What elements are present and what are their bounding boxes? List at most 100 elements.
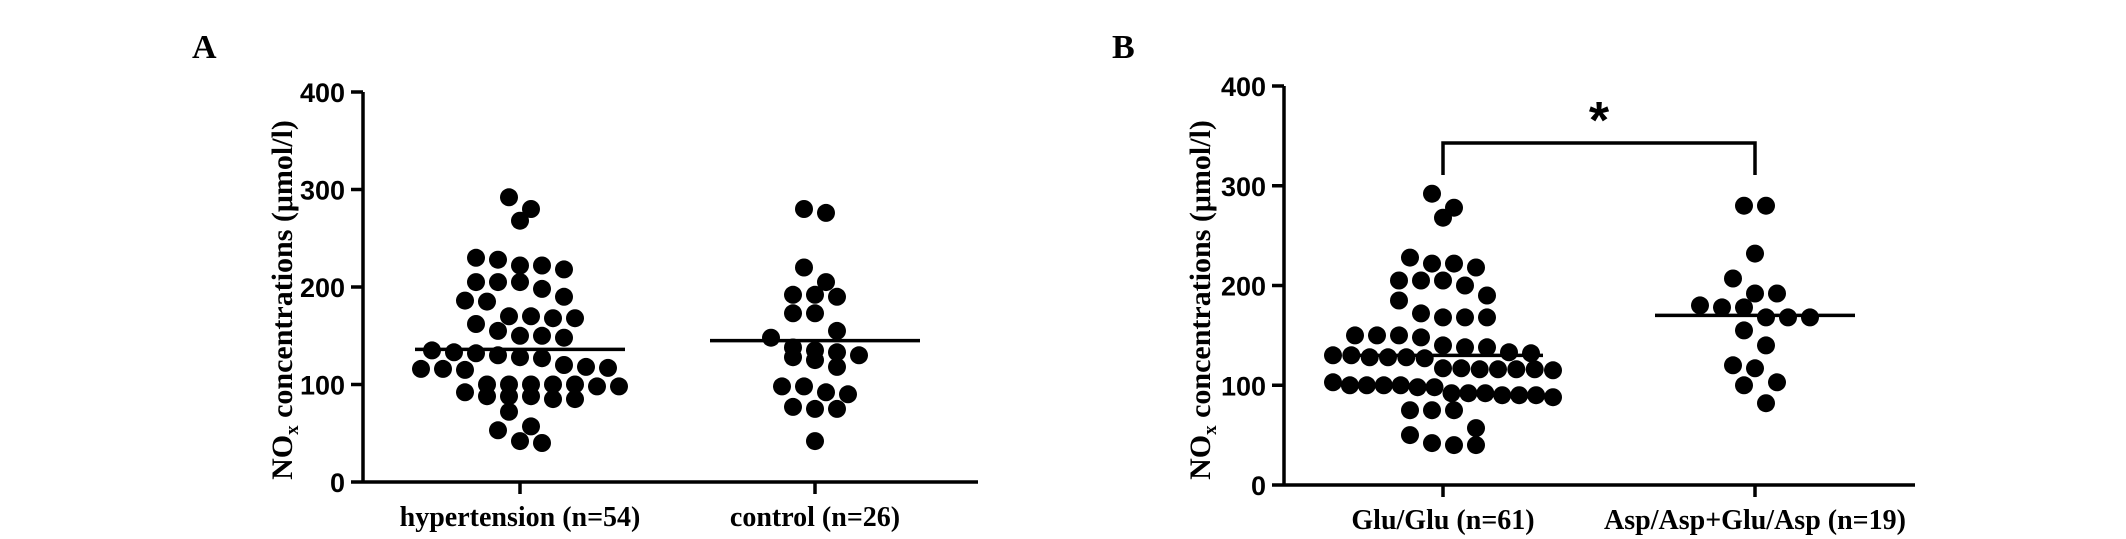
data-point-b-1 (1390, 326, 1408, 345)
data-point-b-1 (1445, 436, 1463, 455)
data-point-a-1 (467, 315, 485, 333)
data-point-b-2 (1757, 196, 1775, 215)
data-point-a-1 (544, 390, 562, 409)
data-point-b-1 (1507, 360, 1526, 379)
data-point-a-2 (817, 273, 835, 292)
data-point-b-1 (1470, 360, 1489, 379)
data-point-a-1 (522, 307, 540, 326)
data-point-a-1 (445, 343, 463, 362)
data-point-b-1 (1478, 286, 1496, 305)
data-point-b-1 (1401, 248, 1419, 267)
y-tick-labels-a: 0 100 200 300 400 (300, 78, 345, 498)
data-point-a-1 (489, 250, 507, 269)
y-axis-label-b: NOx concentrations (μmol/l) (1184, 120, 1221, 480)
category-label-b: Asp/Asp+Glu/Asp (n=19) (1604, 505, 1906, 536)
data-point-a-2 (806, 285, 824, 304)
y-tick-label-b: 200 (1221, 272, 1266, 302)
y-tick-label-b: 0 (1251, 471, 1266, 501)
data-point-a-1 (456, 360, 474, 379)
data-point-a-1 (566, 309, 584, 328)
data-point-b-1 (1445, 401, 1463, 420)
data-point-b-1 (1415, 349, 1434, 368)
data-point-b-1 (1423, 434, 1441, 453)
data-point-b-1 (1442, 384, 1461, 403)
data-point-b-1 (1522, 344, 1540, 363)
data-point-b-1 (1324, 373, 1342, 392)
data-point-a-1 (599, 358, 617, 377)
data-point-b-1 (1408, 378, 1427, 397)
data-point-b-1 (1527, 386, 1546, 405)
data-point-b-1 (1434, 308, 1452, 327)
significance-bracket: * (1441, 92, 1757, 175)
data-point-b-2 (1735, 298, 1753, 317)
data-point-b-1 (1489, 360, 1507, 379)
data-point-b-2 (1768, 284, 1786, 303)
data-point-b-2 (1746, 359, 1764, 378)
data-point-a-2 (806, 399, 824, 418)
significance-bracket-line (1441, 141, 1757, 175)
data-point-b-2 (1746, 284, 1764, 303)
significance-asterisk: * (1589, 92, 1610, 150)
y-tick-label-a: 200 (300, 273, 345, 303)
data-point-a-1 (500, 402, 518, 421)
data-point-a-1 (533, 279, 551, 298)
data-point-b-1 (1379, 348, 1397, 367)
data-point-b-1 (1374, 376, 1393, 395)
data-point-a-1 (511, 256, 529, 275)
data-point-a-2 (828, 287, 846, 306)
data-point-a-1 (566, 390, 584, 409)
data-point-b-1 (1346, 326, 1364, 345)
y-tick-label-a: 0 (330, 468, 345, 498)
data-point-b-2 (1735, 321, 1753, 340)
data-point-b-2 (1691, 296, 1709, 315)
data-point-a-1 (522, 200, 540, 218)
data-point-a-2 (828, 399, 846, 418)
data-points-a (412, 188, 868, 452)
data-point-a-1 (522, 417, 540, 436)
data-point-a-2 (828, 357, 846, 376)
data-point-a-1 (500, 307, 518, 326)
data-point-b-2 (1724, 356, 1742, 375)
data-point-b-1 (1360, 348, 1379, 367)
data-point-b-1 (1391, 376, 1410, 395)
data-point-a-1 (533, 349, 551, 368)
panel-letter-a: A (192, 29, 217, 66)
data-point-a-2 (762, 328, 780, 347)
data-point-a-1 (544, 309, 562, 328)
data-point-b-2 (1735, 376, 1753, 395)
data-point-b-1 (1390, 291, 1408, 310)
data-point-a-1 (588, 377, 606, 396)
data-point-a-2 (795, 200, 813, 218)
data-point-a-2 (817, 203, 835, 222)
y-tick-label-a: 300 (300, 176, 345, 206)
data-point-a-1 (489, 273, 507, 292)
data-point-a-2 (784, 304, 802, 323)
data-point-a-1 (511, 432, 529, 451)
data-point-a-1 (412, 359, 430, 378)
data-point-b-1 (1467, 258, 1485, 277)
category-labels-b: Glu/Glu (n=61) Asp/Asp+Glu/Asp (n=19) (1351, 505, 1906, 536)
data-point-b-1 (1342, 346, 1361, 365)
data-point-a-2 (784, 285, 802, 304)
data-point-b-2 (1768, 373, 1786, 392)
data-point-b-2 (1757, 394, 1775, 413)
data-point-a-1 (456, 291, 474, 310)
category-label-a: hypertension (n=54) (400, 502, 641, 533)
data-point-b-1 (1467, 419, 1485, 438)
panel-letter-b: B (1112, 29, 1135, 66)
data-point-a-1 (555, 328, 573, 347)
data-points-b (1324, 184, 1819, 455)
data-point-b-2 (1779, 308, 1797, 327)
data-point-a-1 (434, 359, 452, 378)
data-point-a-1 (522, 387, 540, 406)
data-point-b-1 (1425, 378, 1444, 397)
data-point-b-1 (1456, 338, 1474, 357)
data-point-a-2 (850, 346, 868, 365)
y-tick-label-a: 100 (300, 371, 345, 401)
data-point-b-1 (1493, 386, 1512, 405)
data-point-b-1 (1401, 401, 1419, 420)
data-point-a-2 (795, 258, 813, 277)
data-point-a-2 (795, 377, 813, 396)
data-point-a-2 (817, 383, 835, 402)
